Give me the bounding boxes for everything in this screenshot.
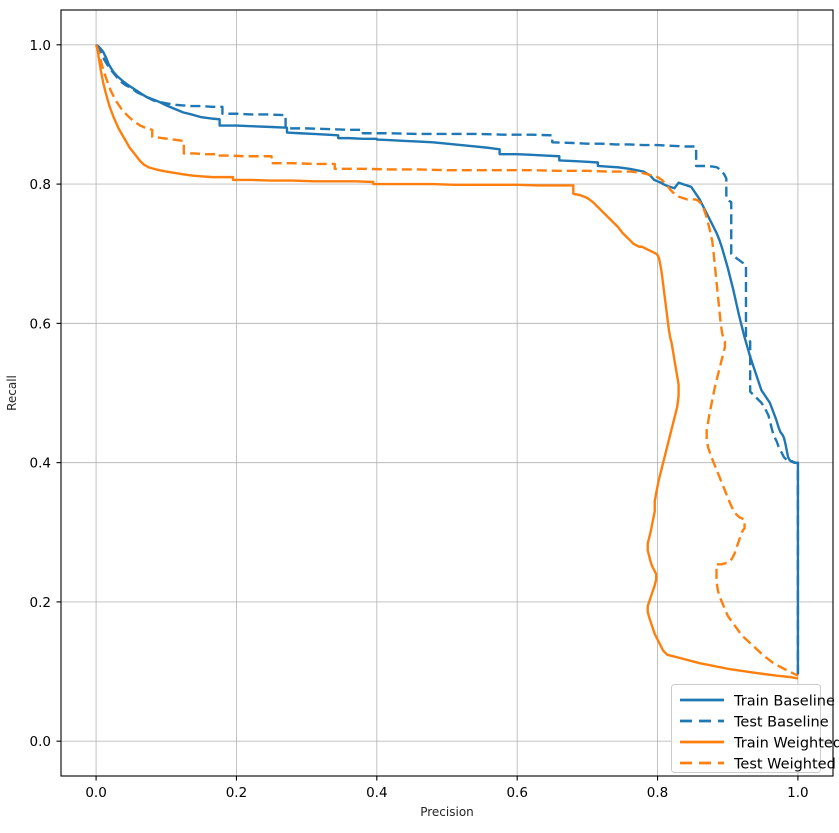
legend-label: Test Weighted xyxy=(733,757,836,773)
legend-label: Train Weighted xyxy=(733,736,839,752)
plot-frame xyxy=(60,9,834,777)
curve-test-baseline xyxy=(95,43,800,675)
legend-label: Train Baseline xyxy=(733,694,835,710)
y-tick-label: 0.0 xyxy=(30,734,51,750)
x-tick-label: 0.6 xyxy=(506,785,527,801)
legend-background xyxy=(671,684,821,773)
x-axis-ticks: 0.0 0.2 0.4 0.6 0.8 1.0 xyxy=(85,776,809,801)
y-tick-label: 0.4 xyxy=(30,456,51,472)
y-tick-label: 0.6 xyxy=(30,316,51,332)
y-axis-ticks: 0.0 0.2 0.4 0.6 0.8 1.0 xyxy=(30,38,61,750)
y-tick-label: 0.2 xyxy=(30,595,51,611)
y-tick-label: 0.8 xyxy=(30,177,51,193)
curve-train-baseline xyxy=(95,43,800,675)
x-axis-label: Precision xyxy=(420,805,474,819)
x-tick-label: 0.4 xyxy=(366,785,387,801)
y-axis-label: Recall xyxy=(5,375,19,411)
y-tick-label: 1.0 xyxy=(30,38,51,54)
curve-train-weighted xyxy=(94,44,799,680)
legend-items: Train Baseline Test Baseline Train Weighte… xyxy=(680,694,839,773)
x-tick-label: 0.8 xyxy=(647,785,668,801)
data-curves xyxy=(94,43,800,680)
plot-background xyxy=(61,10,833,776)
x-tick-label: 0.2 xyxy=(226,785,247,801)
x-tick-label: 0.0 xyxy=(85,785,106,801)
legend-label: Test Baseline xyxy=(733,715,829,731)
x-tick-label: 1.0 xyxy=(787,785,808,801)
chart-legend[interactable]: Train Baseline Test Baseline Train Weighte… xyxy=(671,684,839,773)
curve-test-weighted xyxy=(94,44,799,677)
